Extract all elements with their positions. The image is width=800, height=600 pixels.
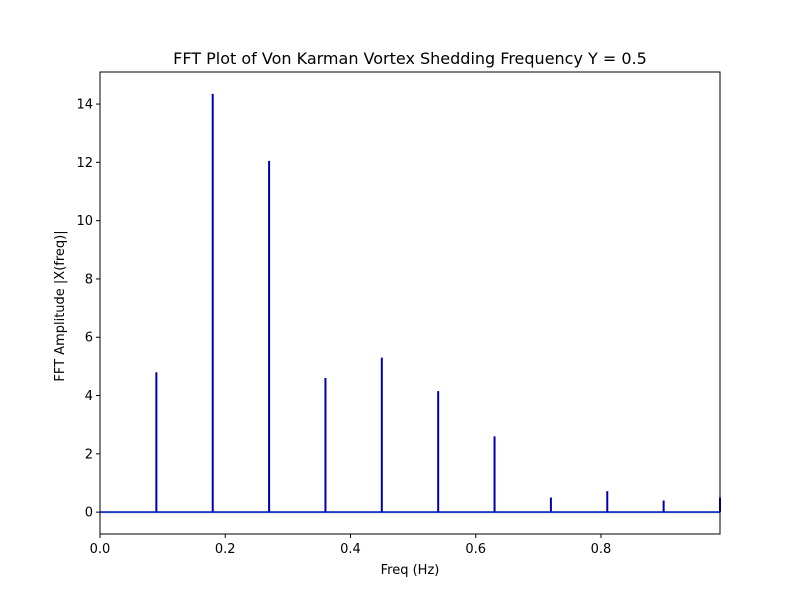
y-tick-label: 12 xyxy=(76,156,93,171)
x-tick-label: 0.6 xyxy=(465,542,486,557)
x-tick-label: 0.4 xyxy=(340,542,361,557)
y-tick-label: 10 xyxy=(76,214,93,229)
y-tick-label: 4 xyxy=(85,389,93,404)
y-tick-label: 14 xyxy=(76,98,93,113)
plot-area: 0.0 0.2 0.4 0.6 0.8 0 2 4 6 8 10 12 14 xyxy=(76,71,721,557)
chart-title: FFT Plot of Von Karman Vortex Shedding F… xyxy=(173,49,647,68)
y-tick-label: 2 xyxy=(85,447,93,462)
axes-frame xyxy=(99,71,721,535)
x-tick-label: 0.2 xyxy=(215,542,236,557)
x-axis-label: Freq (Hz) xyxy=(381,563,440,578)
y-axis-label: FFT Amplitude |X(freq)| xyxy=(53,230,68,381)
x-tick-label: 0.8 xyxy=(591,542,612,557)
y-tick-label: 8 xyxy=(85,272,93,287)
y-tick-label: 6 xyxy=(85,331,93,346)
y-tick-label: 0 xyxy=(85,506,93,521)
x-tick-label: 0.0 xyxy=(90,542,111,557)
